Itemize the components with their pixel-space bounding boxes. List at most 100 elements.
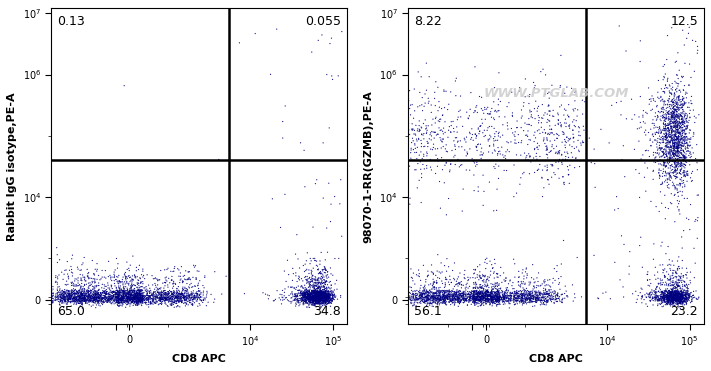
Point (123, 297, 134, 303)
Point (682, 288, 693, 293)
Point (489, 293, 501, 299)
Point (659, 291, 670, 297)
Point (431, 295, 442, 301)
Point (634, 243, 646, 249)
Point (520, 290, 531, 296)
Point (689, 119, 700, 125)
Point (77, 297, 89, 303)
Point (498, 167, 510, 173)
Point (499, 153, 510, 159)
Point (670, 269, 681, 275)
Point (100, 291, 112, 297)
Point (145, 298, 156, 304)
Point (327, 295, 338, 301)
Point (395, 95, 406, 101)
Point (676, 180, 688, 186)
Point (471, 281, 482, 287)
Point (303, 291, 314, 297)
Point (670, 115, 682, 121)
Point (672, 295, 683, 301)
Point (651, 283, 663, 289)
Point (577, 138, 588, 144)
Point (541, 289, 552, 295)
Point (67, 298, 78, 303)
Point (401, 289, 412, 295)
Point (429, 129, 441, 135)
Point (456, 290, 467, 296)
Point (643, 148, 654, 154)
Point (680, 296, 692, 302)
Point (429, 290, 440, 296)
Point (520, 295, 532, 301)
Point (73, 290, 84, 296)
Point (671, 164, 683, 170)
Point (417, 293, 428, 299)
Point (671, 293, 683, 299)
Point (116, 295, 127, 301)
Point (676, 301, 688, 307)
Point (673, 295, 684, 301)
Point (136, 288, 147, 293)
Point (63, 292, 75, 298)
Point (415, 292, 426, 298)
Point (667, 151, 678, 157)
Point (125, 295, 137, 301)
Point (520, 294, 532, 300)
Point (149, 296, 161, 302)
Point (585, 157, 597, 163)
Point (112, 301, 123, 307)
Point (524, 295, 535, 301)
Point (669, 78, 680, 84)
Point (116, 299, 127, 305)
Point (316, 32, 328, 38)
Point (124, 283, 136, 289)
Point (66, 299, 77, 305)
Point (63, 298, 74, 304)
Point (441, 293, 452, 299)
Point (673, 154, 684, 160)
Point (113, 272, 124, 278)
Point (656, 293, 667, 299)
Point (569, 122, 580, 128)
Point (304, 288, 315, 294)
Point (483, 289, 494, 295)
Point (669, 173, 680, 179)
Point (438, 296, 449, 302)
Point (407, 126, 418, 132)
Point (127, 287, 139, 293)
Point (387, 125, 398, 131)
Point (102, 297, 114, 303)
Point (151, 295, 163, 301)
Point (131, 296, 142, 302)
Point (320, 295, 331, 301)
Point (311, 292, 323, 298)
Point (311, 292, 323, 298)
Point (308, 294, 319, 300)
Point (437, 289, 448, 295)
Point (144, 293, 155, 299)
Point (550, 278, 561, 283)
Point (131, 295, 142, 301)
Point (534, 295, 545, 301)
Point (654, 280, 665, 286)
Point (523, 137, 535, 142)
Point (537, 115, 548, 121)
Point (117, 295, 129, 301)
Point (663, 82, 675, 88)
Point (682, 104, 693, 110)
Point (169, 298, 181, 303)
Point (430, 290, 442, 296)
Point (314, 297, 326, 303)
Point (108, 289, 119, 295)
Point (309, 301, 321, 307)
Point (90, 289, 102, 295)
Point (304, 296, 316, 302)
Point (299, 295, 310, 301)
Point (679, 155, 690, 161)
Point (667, 179, 678, 185)
Point (661, 56, 673, 62)
Point (665, 288, 677, 294)
Point (670, 295, 682, 301)
Point (488, 208, 499, 214)
Point (670, 301, 681, 307)
